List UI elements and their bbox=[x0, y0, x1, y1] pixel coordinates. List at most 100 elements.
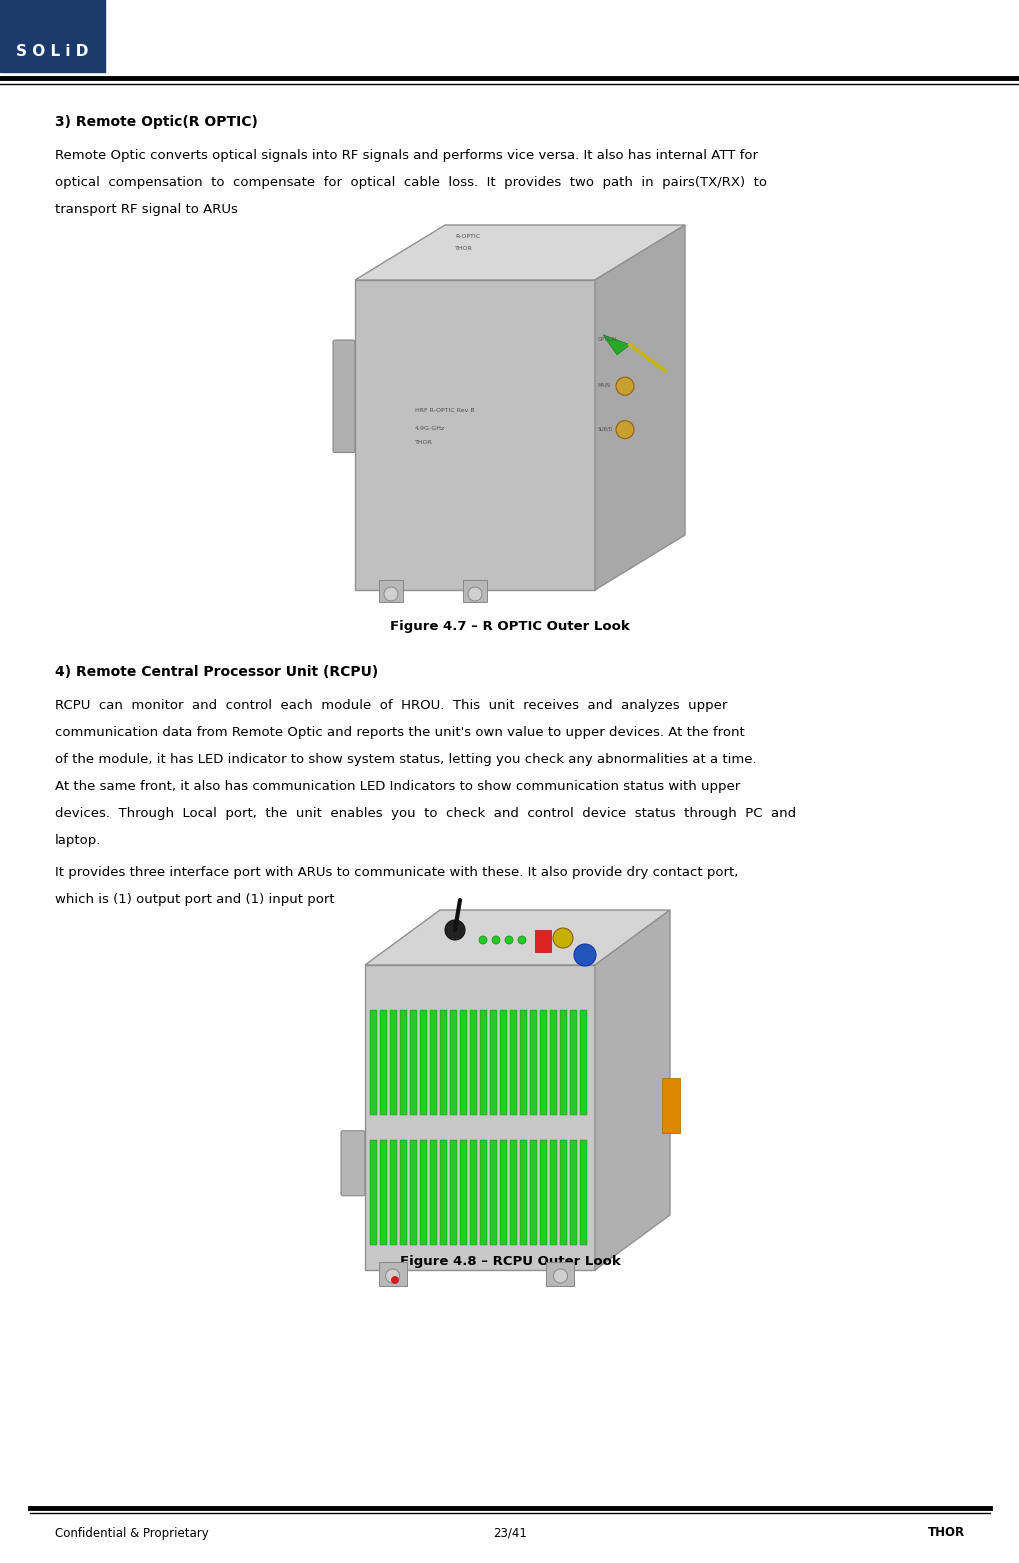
Text: RCPU  can  monitor  and  control  each  module  of  HROU.  This  unit  receives : RCPU can monitor and control each module… bbox=[55, 699, 727, 713]
Circle shape bbox=[574, 944, 595, 966]
Circle shape bbox=[553, 1269, 567, 1283]
Text: OPTICAL: OPTICAL bbox=[597, 338, 618, 342]
Bar bbox=[559, 1010, 567, 1114]
Text: Remote Optic converts optical signals into RF signals and performs vice versa. I: Remote Optic converts optical signals in… bbox=[55, 148, 757, 163]
Text: Figure 4.7 – R OPTIC Outer Look: Figure 4.7 – R OPTIC Outer Look bbox=[389, 621, 630, 633]
Bar bbox=[535, 930, 550, 952]
Text: Confidential & Proprietary: Confidential & Proprietary bbox=[55, 1527, 209, 1540]
Circle shape bbox=[504, 936, 513, 944]
Bar bbox=[410, 1010, 417, 1114]
Bar bbox=[370, 1010, 377, 1114]
Text: At the same front, it also has communication LED Indicators to show communicatio: At the same front, it also has communica… bbox=[55, 780, 740, 792]
Bar bbox=[570, 1010, 577, 1114]
Text: MAIN: MAIN bbox=[597, 383, 610, 388]
Bar bbox=[570, 1139, 577, 1246]
Circle shape bbox=[615, 377, 634, 395]
Bar bbox=[520, 1139, 527, 1246]
Bar bbox=[499, 1010, 506, 1114]
Bar bbox=[463, 580, 486, 602]
Bar bbox=[389, 1139, 396, 1246]
Bar bbox=[389, 1010, 396, 1114]
Bar bbox=[470, 1010, 477, 1114]
Bar bbox=[420, 1139, 427, 1246]
Bar bbox=[379, 580, 403, 602]
FancyBboxPatch shape bbox=[332, 341, 355, 453]
Bar bbox=[499, 1139, 506, 1246]
Bar bbox=[460, 1010, 467, 1114]
Bar bbox=[399, 1139, 407, 1246]
Bar bbox=[430, 1010, 436, 1114]
Text: It provides three interface port with ARUs to communicate with these. It also pr: It provides three interface port with AR… bbox=[55, 866, 738, 878]
Text: 23/41: 23/41 bbox=[492, 1527, 527, 1540]
Bar bbox=[420, 1010, 427, 1114]
Text: S O L i D: S O L i D bbox=[16, 44, 89, 59]
Bar bbox=[510, 1139, 517, 1246]
Polygon shape bbox=[355, 225, 685, 280]
Bar bbox=[539, 1139, 546, 1246]
Text: which is (1) output port and (1) input port: which is (1) output port and (1) input p… bbox=[55, 892, 334, 907]
Bar bbox=[480, 1139, 486, 1246]
Bar bbox=[439, 1139, 446, 1246]
Bar bbox=[470, 1139, 477, 1246]
Text: of the module, it has LED indicator to show system status, letting you check any: of the module, it has LED indicator to s… bbox=[55, 753, 756, 766]
FancyBboxPatch shape bbox=[340, 1130, 365, 1196]
Bar bbox=[580, 1139, 586, 1246]
Circle shape bbox=[615, 420, 634, 439]
Bar bbox=[520, 1010, 527, 1114]
Bar bbox=[510, 1010, 517, 1114]
Bar bbox=[380, 1139, 386, 1246]
Bar bbox=[365, 964, 594, 1271]
Bar bbox=[530, 1139, 536, 1246]
Circle shape bbox=[518, 936, 526, 944]
Bar bbox=[489, 1010, 496, 1114]
Circle shape bbox=[479, 936, 486, 944]
Text: R-OPTIC: R-OPTIC bbox=[454, 234, 480, 239]
Text: SUB/D: SUB/D bbox=[597, 427, 612, 431]
Text: 3) Remote Optic(R OPTIC): 3) Remote Optic(R OPTIC) bbox=[55, 116, 258, 130]
Bar bbox=[460, 1139, 467, 1246]
Bar bbox=[449, 1010, 457, 1114]
Circle shape bbox=[468, 588, 482, 602]
Circle shape bbox=[491, 936, 499, 944]
Bar bbox=[378, 1261, 407, 1286]
Bar bbox=[530, 1010, 536, 1114]
Bar bbox=[449, 1139, 457, 1246]
Bar bbox=[480, 1010, 486, 1114]
Bar bbox=[539, 1010, 546, 1114]
Polygon shape bbox=[594, 225, 685, 589]
Polygon shape bbox=[365, 910, 669, 964]
Bar bbox=[546, 1261, 574, 1286]
Text: communication data from Remote Optic and reports the unit's own value to upper d: communication data from Remote Optic and… bbox=[55, 725, 744, 739]
Circle shape bbox=[444, 921, 465, 939]
Polygon shape bbox=[594, 910, 669, 1271]
Bar bbox=[661, 1078, 680, 1133]
Bar bbox=[549, 1010, 556, 1114]
Polygon shape bbox=[602, 334, 630, 355]
Text: optical  compensation  to  compensate  for  optical  cable  loss.  It  provides : optical compensation to compensate for o… bbox=[55, 177, 766, 189]
Bar bbox=[380, 1010, 386, 1114]
Circle shape bbox=[552, 928, 573, 949]
Bar bbox=[580, 1010, 586, 1114]
Text: devices.  Through  Local  port,  the  unit  enables  you  to  check  and  contro: devices. Through Local port, the unit en… bbox=[55, 807, 796, 821]
Text: Figure 4.8 – RCPU Outer Look: Figure 4.8 – RCPU Outer Look bbox=[399, 1255, 620, 1268]
Text: 4) Remote Central Processor Unit (RCPU): 4) Remote Central Processor Unit (RCPU) bbox=[55, 664, 378, 678]
Bar bbox=[439, 1010, 446, 1114]
Circle shape bbox=[383, 588, 397, 602]
Bar bbox=[0, 0, 105, 72]
Text: 4.9G-GHz: 4.9G-GHz bbox=[415, 425, 445, 430]
Bar bbox=[489, 1139, 496, 1246]
Bar bbox=[355, 280, 594, 589]
Bar bbox=[410, 1139, 417, 1246]
Text: transport RF signal to ARUs: transport RF signal to ARUs bbox=[55, 203, 237, 216]
Bar bbox=[370, 1139, 377, 1246]
Circle shape bbox=[390, 1275, 398, 1283]
Circle shape bbox=[385, 1269, 399, 1283]
Bar bbox=[559, 1139, 567, 1246]
Bar bbox=[399, 1010, 407, 1114]
Bar bbox=[549, 1139, 556, 1246]
Text: HRF R-OPTIC Rev B: HRF R-OPTIC Rev B bbox=[415, 408, 474, 413]
Text: THOR: THOR bbox=[927, 1527, 964, 1540]
Text: laptop.: laptop. bbox=[55, 835, 101, 847]
Text: THOR: THOR bbox=[454, 245, 473, 250]
Text: THOR: THOR bbox=[415, 441, 432, 445]
